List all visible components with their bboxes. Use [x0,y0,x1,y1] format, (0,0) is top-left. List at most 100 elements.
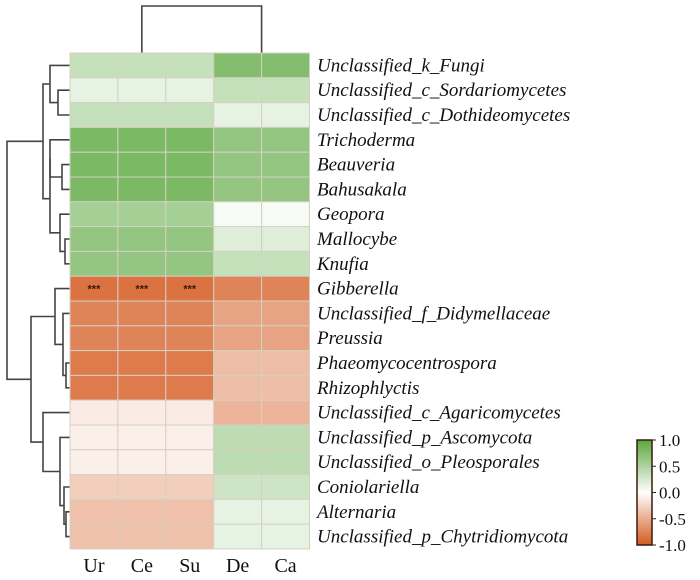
row-label: Knufia [316,254,369,275]
heatmap-cell [165,176,215,203]
row-dendrogram [6,64,70,538]
row-dendrogram-branch [49,64,70,104]
heatmap-cell [165,151,215,178]
heatmap-cell [165,52,215,79]
heatmap-cell [69,325,119,352]
heatmap-cell [69,424,119,451]
heatmap-cell [69,498,119,525]
heatmap-cell [261,325,311,352]
heatmap-cell [213,325,263,352]
heatmap-cell [117,350,167,376]
heatmap-cell [69,102,119,128]
row-dendrogram-branch [49,158,60,234]
row-label: Unclassified_f_Didymellaceae [317,303,550,324]
row-label: Rhizophlyctis [316,378,419,399]
colorbar-tick-label: 1.0 [659,431,680,450]
heatmap-cell [213,151,263,178]
row-dendrogram-branch [61,163,70,191]
row-labels: Unclassified_k_Fungi Unclassified_c_Sorda… [315,55,570,547]
heatmap-cell [261,126,311,153]
heatmap-cell [69,201,119,228]
heatmap-cell [261,523,311,550]
row-label: Unclassified_c_Sordariomycetes [317,80,566,101]
heatmap-cell [69,52,119,79]
heatmap-cell [165,275,215,302]
heatmap-cell [165,325,215,352]
heatmap-cell [69,374,119,401]
heatmap-cell [69,300,119,327]
column-dendrogram-branch [141,5,263,53]
heatmap-cell [117,226,167,252]
row-label: Unclassified_o_Pleosporales [317,452,540,473]
heatmap-cell [117,424,167,451]
heatmap-cell [261,474,311,500]
heatmap-cell [165,201,215,228]
heatmap-cell [213,102,263,128]
row-dendrogram-branch [64,238,70,265]
row-dendrogram-branch [65,362,70,389]
colorbar-gradient [636,439,653,546]
heatmap-cell [165,523,215,550]
heatmap-cell [261,176,311,203]
heatmap-cell [165,449,215,476]
heatmap-cell [117,449,167,476]
heatmap-cell [213,226,263,252]
heatmap-cell [117,325,167,352]
heatmap-cell [261,77,311,104]
row-label: Coniolariella [317,477,419,498]
row-label: Unclassified_c_Agaricomycetes [317,403,561,424]
row-dendrogram-branch [42,411,70,473]
heatmap-cell [261,424,311,451]
row-label: Unclassified_p_Ascomycota [317,427,532,448]
heatmap-cell [117,250,167,277]
heatmap-cell [213,52,263,79]
heatmap-cell [165,374,215,401]
row-dendrogram-branch [49,139,70,178]
heatmap-cell [213,250,263,277]
heatmap-cell [261,151,311,178]
heatmap-cell [261,226,311,252]
heatmap-cell [213,498,263,525]
column-label: Ca [274,555,296,577]
column-label: Su [179,555,200,577]
heatmap-cell [165,102,215,128]
heatmap-cell [165,126,215,153]
heatmap-cell [213,201,263,228]
column-label: De [226,555,249,577]
heatmap-cell [213,275,263,302]
row-dendrogram-branch [6,140,43,381]
heatmap-cells [69,52,311,550]
heatmap-cell [213,350,263,376]
heatmap-cell [213,300,263,327]
column-dendrogram [141,5,263,53]
column-labels: Ur Ce Su De Ca [83,555,296,577]
heatmap-cell [165,424,215,451]
heatmap-cell [213,176,263,203]
heatmap-cell [261,399,311,426]
heatmap-cell [117,126,167,153]
heatmap-cell [69,126,119,153]
significance-marker: *** [135,284,149,296]
heatmap-cell [165,399,215,426]
heatmap-cell [165,250,215,277]
row-dendrogram-branch [42,83,50,200]
heatmap-cell [261,52,311,79]
heatmap-cell [69,275,119,302]
heatmap-cell [213,523,263,550]
colorbar-tick-label: 0.5 [659,457,680,476]
heatmap-cell [69,449,119,476]
column-label: Ce [131,555,153,577]
heatmap-cell [261,449,311,476]
heatmap-cell [165,350,215,376]
heatmap-cell [213,424,263,451]
heatmap-cell [261,275,311,302]
row-label: Unclassified_k_Fungi [317,55,485,76]
heatmap-cell [117,77,167,104]
color-legend: 1.0 0.5 0.0 -0.5 -1.0 [636,431,686,555]
heatmap-cell [165,300,215,327]
row-label: Alternaria [315,502,396,523]
heatmap-cell [117,498,167,525]
heatmap-cell [165,77,215,104]
heatmap-cell [69,523,119,550]
row-dendrogram-branch [65,511,70,538]
